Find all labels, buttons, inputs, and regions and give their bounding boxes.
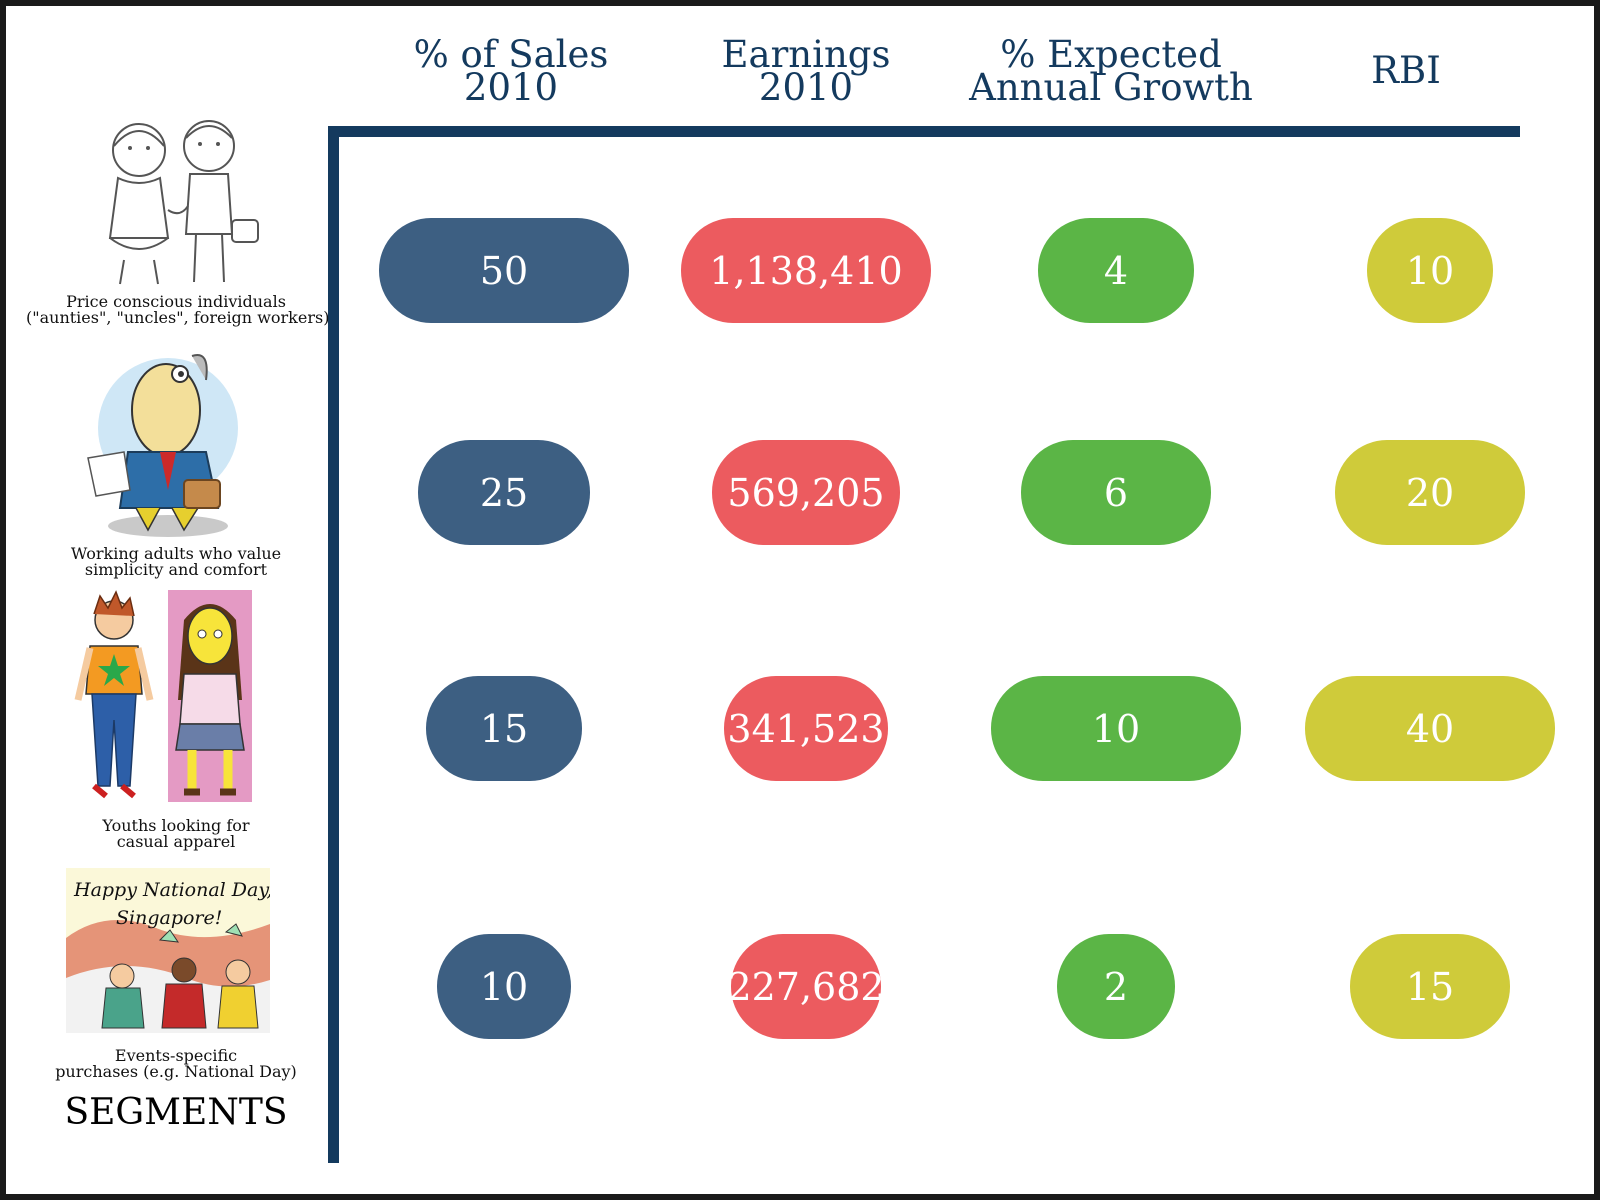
- cell-sales-row4: 10: [437, 934, 571, 1039]
- cell-sales-row2: 25: [418, 440, 590, 545]
- cell-growth-row1: 4: [1038, 218, 1194, 323]
- cell-growth-row4: 2: [1057, 934, 1175, 1039]
- cell-rbi-row1: 10: [1367, 218, 1493, 323]
- elderly-couple-illustration: [108, 120, 259, 285]
- banner-line2: Singapore!: [116, 907, 222, 929]
- top-axis-line: [328, 126, 1520, 137]
- chart-frame: % of Sales 2010 Earnings 2010 % Expected…: [6, 6, 1594, 1194]
- banner-line1: Happy National Day,: [73, 879, 270, 901]
- cell-sales-row3: 15: [426, 676, 582, 781]
- segments-title: SEGMENTS: [64, 1092, 288, 1133]
- national-day-illustration: Happy National Day, Singapore!: [66, 868, 270, 1033]
- left-axis-line: [328, 126, 339, 1163]
- segment-label-events: Events-specific purchases (e.g. National…: [55, 1046, 297, 1081]
- cell-rbi-row2: 20: [1335, 440, 1525, 545]
- cell-rbi-row4: 15: [1350, 934, 1510, 1039]
- column-header-earnings: Earnings 2010: [721, 33, 891, 109]
- cell-earnings-row2: 569,205: [712, 440, 900, 545]
- segment-label-price-conscious: Price conscious individuals ("aunties", …: [26, 292, 330, 327]
- cell-earnings-row3: 341,523: [724, 676, 888, 781]
- column-header-growth: % Expected Annual Growth: [969, 33, 1253, 109]
- cell-sales-row1: 50: [379, 218, 629, 323]
- segment-label-working-adults: Working adults who value simplicity and …: [70, 544, 282, 579]
- cell-earnings-row4: 227,682: [727, 934, 885, 1039]
- segment-label-youths: Youths looking for casual apparel: [102, 816, 250, 851]
- businessman-illustration: [87, 354, 238, 537]
- youths-illustration: [74, 590, 252, 802]
- column-header-sales: % of Sales 2010: [413, 33, 609, 109]
- cell-growth-row2: 6: [1021, 440, 1211, 545]
- column-header-rbi: RBI: [1371, 49, 1441, 92]
- cell-growth-row3: 10: [991, 676, 1241, 781]
- cell-earnings-row1: 1,138,410: [681, 218, 931, 323]
- cell-rbi-row3: 40: [1305, 676, 1555, 781]
